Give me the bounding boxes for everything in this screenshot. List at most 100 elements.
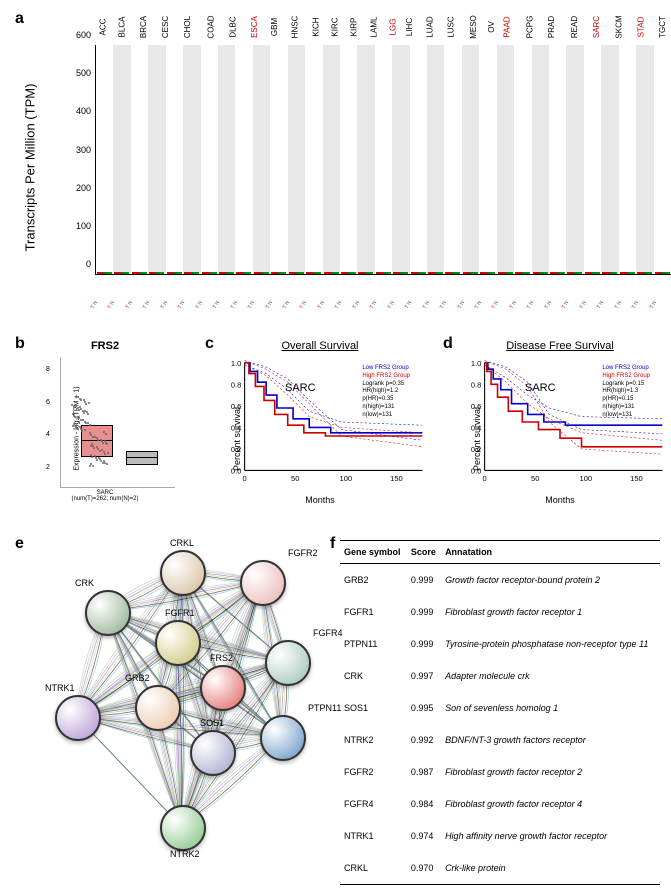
- legend-hr: HR(high)=1.2: [362, 388, 410, 396]
- table-row: GRB20.999Growth factor receptor-bound pr…: [340, 564, 660, 597]
- cell-score: 0.999: [407, 596, 441, 628]
- node-grb2: [135, 685, 181, 731]
- cell-annotation: Growth factor receptor-bound protein 2: [441, 564, 660, 597]
- panel-c-legend: Low FRS2 Group High FRS2 Group Logrank p…: [362, 365, 410, 420]
- svg-text:100: 100: [580, 474, 593, 483]
- cell-gene: GRB2: [340, 564, 407, 597]
- panel-f-table: Gene symbol Score Annatation GRB20.999Gr…: [340, 540, 660, 885]
- node-label-ntrk2: NTRK2: [170, 849, 200, 859]
- th-gene: Gene symbol: [340, 541, 407, 564]
- svg-text:150: 150: [390, 474, 403, 483]
- th-score: Score: [407, 541, 441, 564]
- legend-logrank: Logrank p=0.35: [362, 381, 410, 389]
- svg-text:100: 100: [340, 474, 353, 483]
- cell-score: 0.987: [407, 756, 441, 788]
- node-fgfr4: [265, 640, 311, 686]
- panel-d-cohort: SARC: [525, 382, 556, 394]
- cell-annotation: Adapter molecule crk: [441, 660, 660, 692]
- panel-c-xlabel: Months: [210, 495, 430, 505]
- panel-b-normal-median: [127, 457, 157, 458]
- panel-a-plot-area: 0100200300400500600: [95, 45, 671, 275]
- panel-label-b: b: [15, 335, 25, 353]
- node-label-frs2: FRS2: [210, 653, 233, 663]
- network-container: CRKLFGFR2CRKFGFR1FGFR4FRS2GRB2NTRK1PTPN1…: [40, 540, 320, 860]
- legend-low: Low FRS2 Group: [602, 365, 650, 373]
- table-row: FGFR10.999Fibroblast growth factor recep…: [340, 596, 660, 628]
- node-label-crkl: CRKL: [170, 538, 194, 548]
- legend-high: High FRS2 Group: [362, 373, 410, 381]
- node-label-fgfr4: FGFR4: [313, 628, 343, 638]
- legend-phr: p(HR)=0.15: [602, 396, 650, 404]
- node-label-ntrk1: NTRK1: [45, 683, 75, 693]
- panel-b-title: FRS2: [30, 340, 180, 352]
- table-row: PTPN110.999Tyrosine-protein phosphatase …: [340, 628, 660, 660]
- cell-gene: CRKL: [340, 852, 407, 885]
- panel-a-cancer-labels: ACCBLCABRCACESCCHOLCOADDLBCESCAGBMHNSCKI…: [95, 12, 671, 42]
- legend-logrank: Logrank p=0.15: [602, 381, 650, 389]
- table-row: NTRK20.992BDNF/NT-3 growth factors recep…: [340, 724, 660, 756]
- figure-composite: a Transcripts Per Million (TPM) ACCBLCAB…: [10, 10, 671, 310]
- panel-d-ylabel: Percent survival: [472, 406, 482, 470]
- cell-annotation: BDNF/NT-3 growth factors receptor: [441, 724, 660, 756]
- node-crk: [85, 590, 131, 636]
- node-ntrk1: [55, 695, 101, 741]
- table-row: FGFR20.987Fibroblast growth factor recep…: [340, 756, 660, 788]
- node-ntrk2: [160, 805, 206, 851]
- node-fgfr2: [240, 560, 286, 606]
- panel-label-f: f: [330, 535, 335, 553]
- panel-e-network: CRKLFGFR2CRKFGFR1FGFR4FRS2GRB2NTRK1PTPN1…: [20, 540, 320, 880]
- node-ptpn11: [260, 715, 306, 761]
- legend-low: Low FRS2 Group: [362, 365, 410, 373]
- cell-score: 0.970: [407, 852, 441, 885]
- cell-gene: SOS1: [340, 692, 407, 724]
- svg-text:150: 150: [630, 474, 643, 483]
- cell-score: 0.974: [407, 820, 441, 852]
- cell-annotation: Fibroblast growth factor receptor 4: [441, 788, 660, 820]
- legend-high: High FRS2 Group: [602, 373, 650, 381]
- panel-c-title: Overall Survival: [210, 340, 430, 352]
- table-row: NTRK10.974High affinity nerve growth fac…: [340, 820, 660, 852]
- cell-gene: NTRK2: [340, 724, 407, 756]
- node-label-fgfr1: FGFR1: [165, 608, 195, 618]
- svg-text:50: 50: [531, 474, 539, 483]
- th-annotation: Annatation: [441, 541, 660, 564]
- node-fgfr1: [155, 620, 201, 666]
- svg-text:50: 50: [291, 474, 299, 483]
- table-row: FGFR40.984Fibroblast growth factor recep…: [340, 788, 660, 820]
- panel-c-ylabel: Percent survival: [232, 406, 242, 470]
- cell-gene: NTRK1: [340, 820, 407, 852]
- svg-text:0.8: 0.8: [471, 381, 481, 390]
- panel-b-xlabel: SARC(num(T)=262; num(N)=2): [30, 490, 180, 502]
- panel-b-normal-box: [126, 451, 158, 465]
- svg-text:0.8: 0.8: [231, 381, 241, 390]
- cell-annotation: Fibroblast growth factor receptor 1: [441, 596, 660, 628]
- cell-score: 0.984: [407, 788, 441, 820]
- cell-gene: CRK: [340, 660, 407, 692]
- node-label-ptpn11: PTPN11: [308, 703, 341, 713]
- cell-gene: FGFR4: [340, 788, 407, 820]
- legend-hr: HR(high)=1.3: [602, 388, 650, 396]
- legend-nlow: n(low)=131: [602, 412, 650, 420]
- panel-c-cohort: SARC: [285, 382, 316, 394]
- cell-score: 0.995: [407, 692, 441, 724]
- table-row: CRKL0.970Crk-like protein: [340, 852, 660, 885]
- cell-gene: PTPN11: [340, 628, 407, 660]
- node-crkl: [160, 550, 206, 596]
- legend-nhigh: n(high)=131: [362, 404, 410, 412]
- cell-annotation: High affinity nerve growth factor recept…: [441, 820, 660, 852]
- panel-a-x-labels: T NT NT NT NT NT NT NT NT NT NT NT NT NT…: [95, 304, 671, 310]
- panel-d-xlabel: Months: [450, 495, 670, 505]
- svg-text:0: 0: [483, 474, 487, 483]
- cell-score: 0.997: [407, 660, 441, 692]
- table-row: SOS10.995Son of sevenless homolog 1: [340, 692, 660, 724]
- legend-nhigh: n(high)=131: [602, 404, 650, 412]
- svg-text:0: 0: [243, 474, 247, 483]
- cell-gene: FGFR1: [340, 596, 407, 628]
- node-label-sos1: SOS1: [200, 718, 224, 728]
- cell-annotation: Tyrosine-protein phosphatase non-recepto…: [441, 628, 660, 660]
- cell-score: 0.999: [407, 564, 441, 597]
- svg-text:1.0: 1.0: [231, 359, 241, 368]
- cell-score: 0.999: [407, 628, 441, 660]
- panel-a-ylabel: Transcripts Per Million (TPM): [23, 84, 38, 252]
- panel-a-tpm-scatter: Transcripts Per Million (TPM) ACCBLCABRC…: [40, 10, 671, 310]
